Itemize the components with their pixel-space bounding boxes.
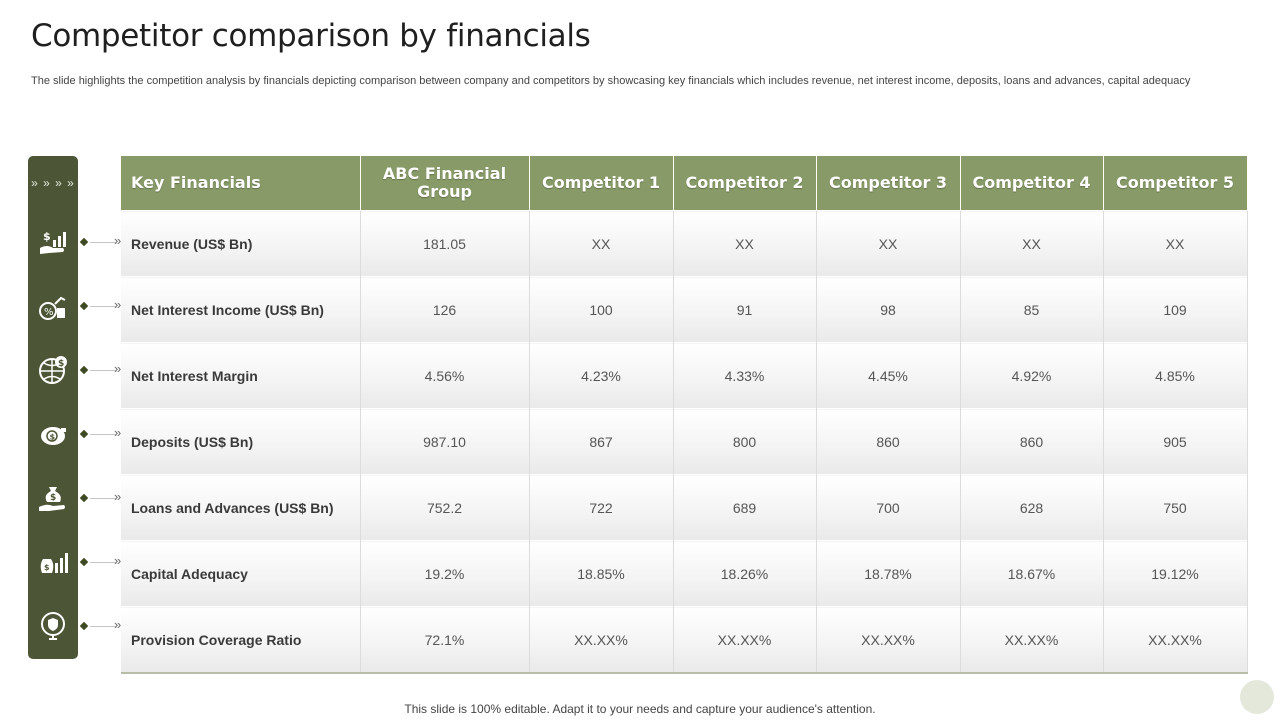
table-cell: 19.2%	[360, 540, 530, 607]
row-connector: »	[79, 617, 122, 632]
row-label: Provision Coverage Ratio	[121, 606, 361, 674]
table-cell: 4.23%	[529, 342, 674, 409]
table-cell: XX	[816, 210, 961, 277]
table-cell: 109	[1103, 276, 1248, 343]
financials-table: Key Financials ABC Financial Group Compe…	[121, 156, 1248, 674]
table-row: Capital Adequacy 19.2% 18.85% 18.26% 18.…	[121, 540, 1248, 607]
capital-bars-icon: $	[40, 553, 68, 573]
header-competitor-2: Competitor 2	[673, 156, 817, 211]
table-cell: 905	[1103, 408, 1248, 475]
table-cell: 860	[960, 408, 1104, 475]
table-cell: 18.85%	[529, 540, 674, 607]
shield-location-icon	[41, 612, 65, 640]
table-cell: 722	[529, 474, 674, 541]
table-cell: 18.26%	[673, 540, 817, 607]
table-cell: 18.67%	[960, 540, 1104, 607]
table-cell: XX.XX%	[529, 606, 674, 674]
table-row: Revenue (US$ Bn) 181.05 XX XX XX XX XX	[121, 210, 1248, 277]
footer-note: This slide is 100% editable. Adapt it to…	[404, 702, 876, 716]
row-connector: »	[79, 361, 122, 376]
row-label: Revenue (US$ Bn)	[121, 210, 361, 277]
svg-text:$: $	[58, 359, 64, 369]
table-cell: XX	[960, 210, 1104, 277]
table-header-row: Key Financials ABC Financial Group Compe…	[121, 156, 1248, 211]
table-cell: 700	[816, 474, 961, 541]
header-competitor-3: Competitor 3	[816, 156, 961, 211]
svg-text:%: %	[44, 307, 54, 318]
table-cell: 4.56%	[360, 342, 530, 409]
table-cell: 800	[673, 408, 817, 475]
table-cell: 91	[673, 276, 817, 343]
table-cell: 85	[960, 276, 1104, 343]
corner-decoration	[1240, 680, 1274, 714]
table-cell: 100	[529, 276, 674, 343]
table-cell: 752.2	[360, 474, 530, 541]
header-abc-financial-group: ABC Financial Group	[360, 156, 530, 211]
row-connector: »	[79, 489, 122, 504]
table-cell: 72.1%	[360, 606, 530, 674]
svg-text:$: $	[50, 433, 56, 442]
table-row: Net Interest Income (US$ Bn) 126 100 91 …	[121, 276, 1248, 343]
interest-income-icon: %	[39, 296, 66, 320]
table-cell: XX.XX%	[816, 606, 961, 674]
table-cell: 689	[673, 474, 817, 541]
header-competitor-4: Competitor 4	[960, 156, 1104, 211]
table-cell: 181.05	[360, 210, 530, 277]
row-label: Deposits (US$ Bn)	[121, 408, 361, 475]
table-cell: 18.78%	[816, 540, 961, 607]
table-cell: XX	[673, 210, 817, 277]
globe-dollar-icon: $	[39, 356, 67, 384]
table-row: Deposits (US$ Bn) 987.10 867 800 860 860…	[121, 408, 1248, 475]
header-competitor-5: Competitor 5	[1103, 156, 1248, 211]
table-cell: 98	[816, 276, 961, 343]
row-connector: »	[79, 233, 122, 248]
table-cell: XX	[529, 210, 674, 277]
table-cell: XX.XX%	[960, 606, 1104, 674]
revenue-growth-icon: $	[40, 230, 66, 254]
header-key-financials: Key Financials	[121, 156, 361, 211]
table-cell: 4.92%	[960, 342, 1104, 409]
table-row: Net Interest Margin 4.56% 4.23% 4.33% 4.…	[121, 342, 1248, 409]
table-cell: 750	[1103, 474, 1248, 541]
table-cell: 4.33%	[673, 342, 817, 409]
page-subtitle: The slide highlights the competition ana…	[31, 75, 1191, 87]
svg-text:$: $	[50, 493, 56, 503]
table-cell: 987.10	[360, 408, 530, 475]
table-cell: XX	[1103, 210, 1248, 277]
icon-sidebar: » » » » $ % $ $ $ $	[28, 156, 78, 659]
table-row: Provision Coverage Ratio 72.1% XX.XX% XX…	[121, 606, 1248, 674]
table-cell: XX.XX%	[1103, 606, 1248, 674]
row-connector: »	[79, 297, 122, 312]
table-cell: 860	[816, 408, 961, 475]
row-connector: »	[79, 425, 122, 440]
table-cell: 4.85%	[1103, 342, 1248, 409]
table-cell: 126	[360, 276, 530, 343]
table-cell: XX.XX%	[673, 606, 817, 674]
row-label: Loans and Advances (US$ Bn)	[121, 474, 361, 541]
row-label: Net Interest Income (US$ Bn)	[121, 276, 361, 343]
table-cell: 4.45%	[816, 342, 961, 409]
table-row: Loans and Advances (US$ Bn) 752.2 722 68…	[121, 474, 1248, 541]
chevrons-icon: » » » »	[31, 176, 75, 190]
table-cell: 19.12%	[1103, 540, 1248, 607]
row-label: Net Interest Margin	[121, 342, 361, 409]
row-connector: »	[79, 553, 122, 568]
table-cell: 628	[960, 474, 1104, 541]
svg-text:$: $	[44, 563, 50, 572]
page-title: Competitor comparison by financials	[31, 18, 591, 54]
piggy-bank-icon: $	[41, 427, 66, 445]
money-bag-hand-icon: $	[39, 487, 65, 511]
table-cell: 867	[529, 408, 674, 475]
row-label: Capital Adequacy	[121, 540, 361, 607]
header-competitor-1: Competitor 1	[529, 156, 674, 211]
svg-text:$: $	[43, 230, 51, 243]
